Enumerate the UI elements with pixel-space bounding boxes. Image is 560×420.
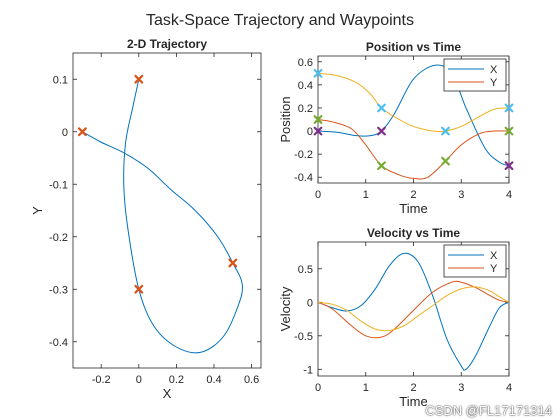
x-tick-label: 0	[315, 382, 321, 394]
x-tick-label: -0.2	[92, 374, 111, 386]
chart-2: 0 1 2 3 4 0.6 0.4 0.2 0 -0.2 -0.4 Position vs Time T…	[278, 40, 514, 216]
x-tick-label: 0.4	[206, 374, 221, 386]
waypoint-marker	[134, 74, 144, 84]
waypoint-marker	[441, 156, 450, 166]
legend-entry: Y	[490, 77, 498, 89]
series-line-1	[318, 252, 509, 371]
x-tick-label: 3	[458, 189, 464, 201]
y-tick-label: -1	[303, 364, 313, 376]
y-tick-label: 0.2	[298, 103, 313, 115]
waypoint-marker	[228, 258, 238, 268]
y-tick-label: 0	[62, 127, 68, 139]
chart-3: 0 1 2 3 4 0.5 0 -0.5 -1 Velocity vs Time Time Veloc…	[278, 226, 512, 409]
x-tick-label: 4	[506, 189, 512, 201]
y-tick-label: 0.6	[298, 57, 313, 69]
y-tick-label: -0.4	[49, 337, 68, 349]
charts-container: -0.2 0 0.2 0.4 0.6 0.1 0 -0.1 -0.2 -0.3 -0.4 2-D Tr…	[30, 37, 514, 409]
legend-entry: Y	[490, 263, 498, 275]
y-tick-label: -0.2	[294, 149, 313, 161]
series-line-2	[318, 280, 509, 339]
x-axis-label: Time	[399, 201, 427, 216]
figure-title: Task-Space Trajectory and Waypoints	[146, 12, 414, 29]
x-tick-label: 2	[410, 382, 416, 394]
waypoint-marker	[313, 126, 323, 136]
y-tick-label: 0.1	[53, 74, 68, 86]
x-tick-label: 0.6	[244, 374, 259, 386]
waypoint-marker	[504, 126, 514, 136]
legend: XY	[443, 244, 507, 278]
y-tick-label: -0.2	[49, 232, 68, 244]
x-tick-label: 0	[136, 374, 142, 386]
legend-box	[443, 58, 507, 92]
y-axis-label: Position	[278, 96, 293, 142]
waypoint-marker	[441, 126, 450, 136]
chart-title: 2-D Trajectory	[127, 37, 207, 51]
series-line-3	[318, 72, 509, 133]
x-tick-label: 1	[363, 382, 369, 394]
x-tick-label: 0	[315, 189, 321, 201]
x-tick-label: 1	[363, 189, 369, 201]
legend: XY	[443, 58, 507, 92]
y-tick-label: -0.1	[49, 179, 68, 191]
x-axis-label: Time	[399, 394, 427, 409]
chart-1: -0.2 0 0.2 0.4 0.6 0.1 0 -0.1 -0.2 -0.3 -0.4 2-D Tr…	[30, 37, 262, 401]
waypoint-marker	[377, 126, 386, 136]
series-line-3	[318, 286, 509, 332]
y-tick-label: 0.4	[298, 80, 313, 92]
legend-entry: X	[490, 250, 498, 262]
y-tick-label: 0	[307, 297, 313, 309]
x-tick-label: 4	[506, 382, 512, 394]
chart-title: Position vs Time	[366, 40, 461, 54]
watermark: CSDN @FL17171314	[425, 403, 552, 418]
x-tick-label: 3	[458, 382, 464, 394]
waypoint-marker	[313, 115, 323, 124]
x-tick-label: 2	[410, 189, 416, 201]
waypoint-marker	[78, 127, 87, 137]
x-tick-label: 0.2	[169, 374, 184, 386]
series-line-2	[318, 119, 509, 180]
legend-entry: X	[490, 64, 498, 76]
y-tick-label: 0.5	[298, 264, 313, 276]
waypoint-marker	[134, 284, 144, 294]
waypoint-marker	[504, 103, 514, 113]
waypoint-marker	[504, 161, 514, 171]
y-axis-label: Y	[30, 206, 45, 215]
y-tick-label: -0.5	[294, 331, 313, 343]
x-axis-label: X	[163, 386, 172, 401]
y-axis-label: Velocity	[278, 286, 293, 331]
legend-box	[443, 244, 507, 278]
y-tick-label: 0	[307, 126, 313, 138]
waypoint-marker	[313, 68, 323, 78]
y-tick-label: -0.4	[294, 172, 313, 184]
waypoint-marker	[377, 161, 386, 171]
axes-box	[72, 52, 262, 369]
series-line-1	[82, 79, 243, 354]
series-line-1	[318, 64, 509, 167]
chart-title: Velocity vs Time	[367, 226, 460, 240]
y-tick-label: -0.3	[49, 284, 68, 296]
waypoint-marker	[377, 103, 386, 113]
